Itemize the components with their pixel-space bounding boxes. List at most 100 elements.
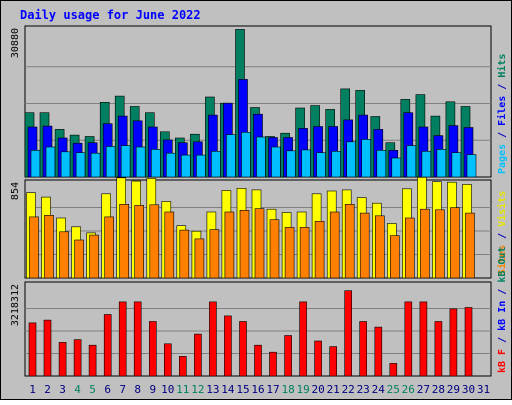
panel-visits-sites: 854 Sites / Visits xyxy=(10,177,508,279)
bar-sites-day-9 xyxy=(149,204,160,279)
day-label-15: 15 xyxy=(236,383,249,396)
axis-legend-part: Files xyxy=(496,96,508,126)
bar-sites-day-6 xyxy=(104,216,114,279)
bar-kb-f-day-18 xyxy=(284,335,292,377)
axis-legend-part: kB F xyxy=(497,349,508,373)
bar-pages-day-13 xyxy=(211,151,221,178)
bar-pages-day-18 xyxy=(286,150,296,178)
axis-legend-part: Hits xyxy=(496,54,508,78)
bar-kb-f-day-29 xyxy=(449,308,458,377)
bar-sites-day-10 xyxy=(164,211,175,279)
axis-legend: Sites / Visits xyxy=(496,191,508,275)
day-label-12: 12 xyxy=(191,383,204,396)
day-label-24: 24 xyxy=(372,383,386,396)
bar-sites-day-23 xyxy=(359,212,370,279)
bar-kb-f-day-21 xyxy=(329,346,338,377)
bar-pages-day-17 xyxy=(271,146,281,178)
day-label-7: 7 xyxy=(119,383,126,396)
bar-kb-f-day-2 xyxy=(43,319,52,377)
panels-layer: 30880 Pages / Files / Hits 854 Sites / Visi… xyxy=(10,25,508,377)
day-label-26: 26 xyxy=(402,383,415,396)
day-label-5: 5 xyxy=(89,383,96,396)
bar-sites-day-19 xyxy=(299,227,310,279)
panel-kbytes: 3218312 kB F / kB In / kB Out xyxy=(10,247,508,377)
bar-pages-day-6 xyxy=(105,146,116,178)
day-label-17: 17 xyxy=(266,383,279,396)
day-label-29: 29 xyxy=(447,383,460,396)
day-label-16: 16 xyxy=(251,383,264,396)
axis-legend-part: / xyxy=(497,227,508,245)
day-label-25: 25 xyxy=(387,383,400,396)
bar-pages-day-25 xyxy=(391,157,402,178)
bar-kb-f-day-16 xyxy=(254,344,262,377)
bar-pages-day-5 xyxy=(90,152,101,178)
bar-kb-f-day-3 xyxy=(58,342,67,377)
day-label-18: 18 xyxy=(281,383,294,396)
day-label-2: 2 xyxy=(44,383,51,396)
bar-kb-f-day-7 xyxy=(118,301,127,377)
day-label-30: 30 xyxy=(462,383,475,396)
bar-kb-f-day-10 xyxy=(164,343,172,377)
bar-pages-day-4 xyxy=(75,152,86,178)
day-label-31: 31 xyxy=(477,383,490,396)
bar-pages-day-27 xyxy=(421,151,432,178)
bar-pages-day-14 xyxy=(226,134,236,178)
bar-sites-day-17 xyxy=(269,219,280,279)
bar-sites-day-30 xyxy=(465,212,475,279)
bar-pages-day-22 xyxy=(346,141,357,178)
bar-kb-f-day-8 xyxy=(133,301,142,377)
bar-sites-day-24 xyxy=(374,215,385,279)
y-max-label: 30880 xyxy=(10,28,21,58)
bar-kb-f-day-30 xyxy=(464,307,473,377)
day-labels: 1 2 3 4 5 6 7 8 9 10 11 12 13 14 15 16 17 18 19 20 21 22 23 24 2… xyxy=(29,383,490,396)
bar-pages-day-21 xyxy=(331,151,342,178)
bar-kb-f-day-22 xyxy=(344,290,353,377)
bar-pages-day-28 xyxy=(436,149,447,178)
bar-kb-f-day-25 xyxy=(389,363,398,377)
bar-pages-day-29 xyxy=(451,152,462,178)
day-label-21: 21 xyxy=(327,383,340,396)
bar-pages-day-1 xyxy=(30,150,41,178)
bar-kb-f-day-6 xyxy=(103,314,112,377)
day-label-14: 14 xyxy=(221,383,235,396)
bar-kb-f-day-15 xyxy=(239,321,247,377)
day-label-27: 27 xyxy=(417,383,430,396)
day-label-28: 28 xyxy=(432,383,445,396)
bar-sites-day-5 xyxy=(89,234,99,279)
axis-legend-part: kB Out xyxy=(497,247,508,283)
day-label-19: 19 xyxy=(296,383,309,396)
bar-kb-f-day-14 xyxy=(224,315,232,377)
bar-kb-f-day-5 xyxy=(88,344,97,377)
day-label-3: 3 xyxy=(59,383,66,396)
bar-sites-day-18 xyxy=(284,227,295,279)
axis-legend-part: / xyxy=(497,126,508,144)
bar-kb-f-day-26 xyxy=(404,301,413,377)
bar-pages-day-7 xyxy=(120,145,131,178)
bar-sites-day-7 xyxy=(119,204,129,279)
bar-sites-day-29 xyxy=(450,207,460,279)
bar-kb-f-day-28 xyxy=(434,321,443,377)
bar-pages-day-20 xyxy=(316,152,326,178)
bar-pages-day-9 xyxy=(151,149,161,178)
day-label-8: 8 xyxy=(134,383,141,396)
day-label-6: 6 xyxy=(104,383,111,396)
panel-hits-files-pages: 30880 Pages / Files / Hits xyxy=(10,25,508,178)
bar-kb-f-day-24 xyxy=(374,326,383,377)
bar-kb-f-day-19 xyxy=(299,301,307,377)
bar-sites-day-22 xyxy=(344,204,355,279)
bar-sites-day-3 xyxy=(59,231,69,279)
bar-sites-day-1 xyxy=(29,216,39,279)
bar-sites-day-8 xyxy=(134,205,144,279)
day-label-9: 9 xyxy=(149,383,156,396)
day-label-4: 4 xyxy=(74,383,81,396)
day-label-1: 1 xyxy=(29,383,36,396)
bar-kb-f-day-12 xyxy=(194,333,202,377)
day-label-20: 20 xyxy=(311,383,324,396)
bar-kb-f-day-20 xyxy=(314,340,322,377)
bar-sites-day-21 xyxy=(329,211,340,279)
bar-pages-day-2 xyxy=(45,146,56,178)
bar-kb-f-day-4 xyxy=(73,339,82,377)
bar-sites-day-25 xyxy=(389,235,400,279)
